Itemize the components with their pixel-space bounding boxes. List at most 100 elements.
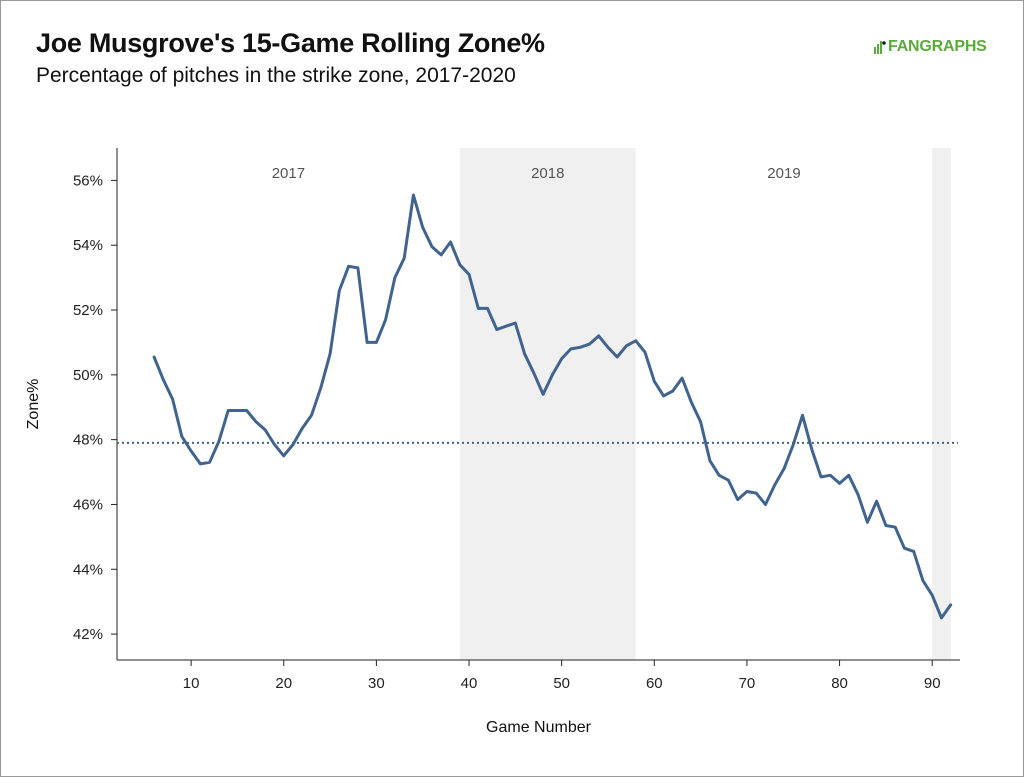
x-tick-label-60: 60	[646, 675, 663, 692]
data-point-game-23	[310, 414, 313, 417]
data-point-game-7	[162, 378, 165, 381]
season-band-2018	[459, 148, 636, 660]
data-point-game-68	[727, 478, 730, 482]
data-point-game-61	[662, 394, 665, 398]
season-band-partial	[932, 148, 951, 660]
data-point-game-55	[606, 346, 610, 349]
data-point-game-11	[199, 462, 202, 466]
data-point-game-81	[847, 474, 851, 477]
data-point-game-70	[745, 490, 749, 493]
x-tick-label-90: 90	[924, 675, 941, 692]
data-point-game-56	[616, 355, 619, 359]
data-point-game-30	[375, 341, 378, 344]
data-point-game-87	[903, 547, 906, 550]
data-point-game-71	[754, 491, 758, 495]
data-point-game-40	[467, 273, 471, 276]
data-point-game-83	[866, 521, 869, 524]
data-point-game-50	[560, 357, 563, 360]
y-tick-label-46: 46%	[73, 496, 103, 513]
fangraphs-logo: FANGRAPHS	[874, 38, 987, 56]
data-point-game-17	[254, 420, 258, 424]
data-point-game-38	[449, 240, 452, 244]
data-point-game-63	[680, 376, 684, 380]
y-axis-label: Zone%	[25, 379, 42, 430]
x-axis-label: Game Number	[486, 719, 592, 736]
season-label-2019: 2019	[767, 165, 800, 182]
data-point-game-58	[634, 339, 637, 343]
data-point-game-9	[180, 435, 184, 438]
data-point-game-73	[773, 483, 776, 487]
data-point-game-16	[245, 409, 248, 412]
y-tick-label-56: 56%	[73, 172, 103, 189]
data-point-game-44	[504, 325, 508, 328]
y-tick-label-42: 42%	[73, 626, 103, 643]
data-point-game-84	[875, 500, 878, 503]
data-point-game-88	[912, 550, 915, 553]
data-point-game-91	[940, 616, 943, 620]
data-point-game-21	[291, 443, 295, 446]
data-point-game-6	[152, 355, 156, 359]
data-point-game-19	[273, 443, 276, 446]
y-tick-label-48: 48%	[73, 432, 103, 449]
data-point-game-57	[625, 344, 628, 347]
data-point-game-54	[597, 334, 600, 338]
y-tick-label-52: 52%	[73, 302, 103, 319]
data-point-game-41	[477, 307, 480, 310]
data-point-game-15	[236, 409, 239, 412]
x-tick-label-40: 40	[461, 675, 478, 692]
fangraphs-logo-text: FANGRAPHS	[888, 38, 987, 55]
data-point-game-92	[949, 603, 952, 607]
x-tick-label-10: 10	[183, 675, 200, 692]
data-point-game-76	[801, 414, 804, 417]
data-point-game-62	[671, 389, 675, 393]
data-point-game-60	[653, 380, 656, 383]
data-point-game-64	[690, 401, 693, 404]
data-point-game-82	[856, 493, 860, 496]
data-point-game-90	[931, 593, 934, 597]
data-point-game-14	[226, 409, 230, 412]
data-point-game-36	[430, 245, 434, 249]
season-label-2018: 2018	[531, 165, 564, 182]
data-point-game-74	[782, 467, 786, 471]
data-point-game-26	[338, 289, 341, 292]
data-point-game-10	[189, 449, 193, 453]
x-tick-label-70: 70	[739, 675, 756, 692]
data-point-game-35	[421, 226, 424, 229]
y-tick-label-44: 44%	[73, 561, 103, 578]
data-point-game-69	[736, 498, 739, 501]
data-point-game-39	[458, 263, 461, 266]
data-point-game-32	[393, 276, 397, 279]
y-tick-label-50: 50%	[73, 367, 103, 384]
data-point-game-20	[282, 454, 285, 458]
data-point-game-37	[440, 253, 443, 257]
data-point-game-59	[643, 350, 647, 354]
data-point-game-51	[569, 347, 573, 351]
data-point-game-12	[208, 461, 211, 464]
data-point-game-77	[810, 448, 813, 451]
data-point-game-48	[541, 393, 545, 396]
data-point-game-52	[578, 346, 582, 349]
data-point-game-34	[412, 193, 415, 197]
data-point-game-72	[764, 503, 767, 506]
data-point-game-89	[921, 579, 925, 582]
data-point-game-43	[495, 328, 499, 331]
data-point-game-78	[819, 475, 823, 479]
data-point-game-18	[264, 428, 267, 432]
data-point-game-13	[217, 440, 221, 443]
data-point-game-46	[523, 352, 526, 355]
data-point-game-33	[402, 256, 406, 260]
data-point-game-24	[319, 386, 323, 389]
data-point-game-75	[792, 443, 795, 446]
data-point-game-85	[884, 524, 888, 527]
data-point-game-42	[486, 307, 489, 310]
data-point-game-79	[829, 474, 832, 477]
data-point-game-47	[532, 372, 536, 375]
season-label-2017: 2017	[272, 165, 305, 182]
data-point-game-31	[384, 318, 387, 321]
chart-subtitle: Percentage of pitches in the strike zone…	[36, 64, 516, 87]
x-tick-label-30: 30	[368, 675, 385, 692]
chart-title: Joe Musgrove's 15-Game Rolling Zone%	[36, 28, 545, 58]
data-point-game-86	[893, 525, 897, 529]
y-tick-label-54: 54%	[73, 237, 103, 254]
